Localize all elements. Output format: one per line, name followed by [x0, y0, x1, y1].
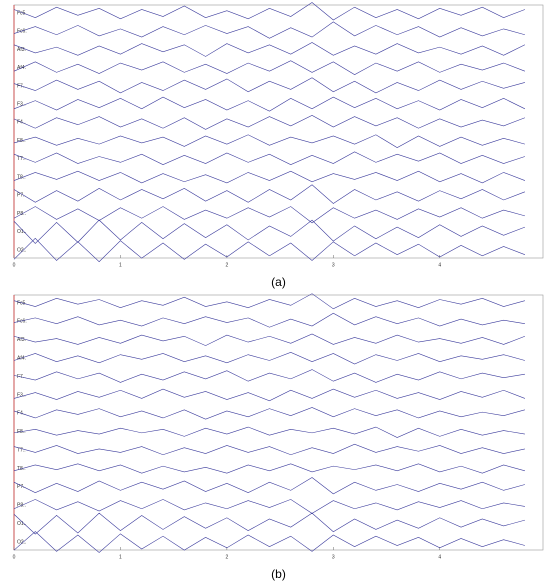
channel-label: Af3.	[17, 337, 26, 343]
eeg-trace	[13, 351, 525, 365]
eeg-trace	[13, 512, 525, 535]
eeg-trace	[13, 426, 525, 438]
eeg-trace	[13, 407, 525, 420]
eeg-trace	[13, 333, 526, 346]
eeg-trace	[13, 477, 525, 495]
x-tick-label: 2	[225, 554, 228, 560]
x-tick-label: 3	[332, 554, 335, 560]
eeg-trace	[13, 237, 526, 263]
plot-frame	[13, 4, 544, 259]
channel-label: Fc5.	[17, 300, 27, 306]
eeg-trace	[13, 499, 525, 514]
channel-label: O1..	[17, 521, 26, 527]
eeg-trace	[13, 115, 526, 130]
eeg-trace	[13, 219, 526, 244]
eeg-trace	[13, 170, 526, 184]
channel-label: F3..	[17, 392, 26, 398]
channel-label: T7..	[17, 156, 26, 162]
eeg-trace	[13, 2, 526, 21]
eeg-trace	[13, 21, 525, 39]
channel-label: Fc6.	[17, 29, 27, 35]
eeg-trace	[13, 206, 525, 224]
channel-label: Af3.	[17, 47, 26, 53]
eeg-trace	[13, 184, 526, 204]
channel-label: F4..	[17, 120, 26, 126]
channel-label: Fc5.	[17, 10, 27, 16]
eeg-trace	[13, 388, 526, 402]
x-tick-label: 1	[119, 262, 122, 268]
channel-label: F3..	[17, 101, 26, 107]
channel-label: O2..	[17, 247, 26, 253]
eeg-trace	[13, 369, 525, 383]
eeg-trace	[13, 96, 526, 112]
channel-label: T8..	[17, 174, 26, 180]
eeg-trace	[13, 463, 525, 474]
eeg-trace	[13, 134, 525, 148]
x-tick-label: 0	[13, 554, 16, 560]
x-tick-label: 0	[13, 262, 16, 268]
x-tick-label: 4	[438, 262, 441, 268]
eeg-trace	[13, 42, 526, 57]
eeg-trace	[13, 531, 525, 553]
channel-label: Af4.	[17, 355, 26, 361]
eeg-trace	[13, 293, 525, 310]
channel-label: P7..	[17, 484, 26, 490]
channel-label: Fc6.	[17, 319, 27, 325]
channel-label: O2..	[17, 539, 26, 545]
eeg-trace	[13, 60, 526, 76]
x-tick-label: 2	[225, 262, 228, 268]
channel-label: T7..	[17, 447, 26, 453]
x-tick-label: 1	[119, 554, 122, 560]
x-tick-label: 3	[332, 262, 335, 268]
eeg-trace	[13, 443, 525, 456]
eeg-trace	[13, 312, 525, 328]
plot-frame	[13, 294, 544, 551]
eeg-trace	[13, 77, 525, 94]
channel-label: P7..	[17, 193, 26, 199]
caption: (a)	[271, 275, 286, 289]
caption: (b)	[271, 567, 286, 581]
channel-label: F8..	[17, 429, 26, 435]
x-tick-label: 4	[438, 554, 441, 560]
eeg-trace	[13, 151, 526, 166]
channel-label: O1..	[17, 229, 26, 235]
